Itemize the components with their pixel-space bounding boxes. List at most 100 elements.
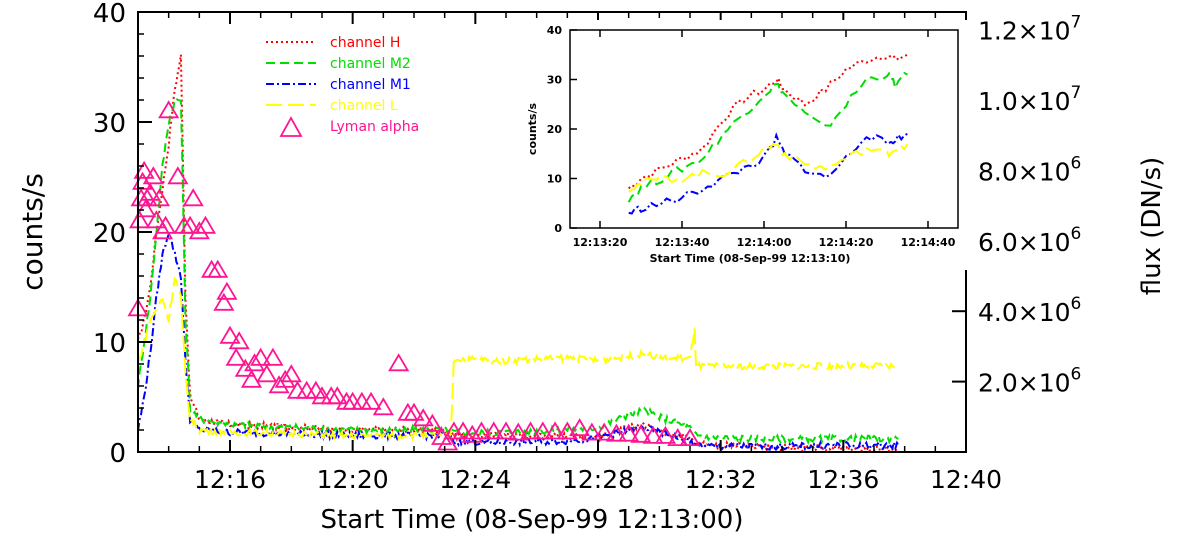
lyman-alpha-point (452, 421, 474, 440)
lyman-alpha-point (667, 428, 689, 447)
legend-label-channel-l: channel L (330, 98, 398, 114)
legend-marker-lyman-alpha (279, 116, 303, 137)
x-tick-label: 12:24 (439, 465, 511, 494)
lyman-alpha-point (532, 421, 554, 440)
lyman-alpha-point (155, 215, 177, 234)
inset-x-tick-label: 12:14:40 (901, 236, 956, 249)
lyman-alpha-point (642, 425, 664, 444)
inset-y-axis-label: counts/s (526, 102, 539, 155)
lyman-alpha-point (139, 182, 161, 201)
x-axis-label: Start Time (08-Sep-99 12:13:00) (321, 505, 744, 535)
lyman-alpha-point (593, 422, 615, 441)
lyman-alpha-point (135, 199, 157, 218)
x-tick-label: 12:36 (807, 465, 879, 494)
inset-y-tick-label: 20 (547, 123, 563, 136)
lyman-alpha-point (320, 386, 342, 405)
inset-y-tick-label: 40 (547, 24, 563, 37)
lyman-alpha-point (182, 188, 204, 207)
lyman-alpha-point (280, 364, 302, 383)
lyman-alpha-markers (127, 100, 701, 451)
legend: channel H channel M2 channel M1 channel L Ly… (266, 35, 419, 137)
lyman-alpha-point (158, 100, 180, 119)
y2-tick-label: 1.2×107 (978, 13, 1081, 46)
legend-label-lyman-alpha: Lyman alpha (330, 119, 419, 135)
lyman-alpha-point (145, 210, 167, 229)
lyman-alpha-point (421, 413, 443, 432)
series-line-channel-l (138, 276, 900, 443)
lyman-alpha-point (403, 402, 425, 421)
lyman-alpha-point (240, 369, 263, 388)
lyman-alpha-point (286, 380, 309, 399)
lyman-alpha-point (167, 166, 189, 185)
lyman-alpha-point (412, 408, 434, 427)
inset-series-line-channel-l (628, 142, 909, 193)
lyman-alpha-point (228, 331, 250, 350)
y2-axis-label: flux (DN/s) (1137, 157, 1167, 296)
y2-tick-label: 4.0×106 (978, 294, 1081, 327)
lyman-alpha-point (219, 325, 241, 344)
lyman-alpha-point (311, 386, 333, 405)
lyman-alpha-point (544, 421, 566, 440)
lyman-alpha-point (507, 422, 529, 441)
y-tick-label: 40 (93, 0, 126, 29)
lyman-alpha-point (556, 421, 578, 440)
lyman-alpha-point (234, 358, 256, 377)
lyman-alpha-point (461, 424, 483, 443)
lyman-alpha-point (148, 188, 171, 207)
lyman-alpha-point (201, 259, 223, 278)
lyman-alpha-point (225, 347, 247, 366)
lyman-alpha-point (179, 215, 201, 234)
inset-plot: 12:13:20 12:13:40 12:14:00 12:14:20 12:14:40… (510, 20, 968, 270)
series-line-channel-m2 (138, 97, 899, 446)
lyman-alpha-point (216, 281, 238, 300)
lyman-alpha-point (618, 423, 640, 442)
x-tick-label: 12:32 (685, 465, 757, 494)
lyman-alpha-point (581, 422, 603, 441)
lyman-alpha-point (351, 391, 373, 410)
legend-label-channel-m1: channel M1 (330, 77, 411, 93)
y2-tick-label: 1.0×107 (978, 83, 1081, 116)
x-tick-label: 12:20 (317, 465, 389, 494)
lyman-alpha-point (519, 421, 542, 440)
lyman-alpha-point (213, 292, 235, 311)
lyman-alpha-point (470, 421, 493, 440)
inset-x-tick-label: 12:14:00 (737, 236, 792, 249)
lyman-alpha-point (397, 402, 419, 421)
y-tick-label: 20 (93, 219, 126, 249)
inset-x-tick-label: 12:14:20 (819, 236, 874, 249)
lyman-alpha-point (243, 353, 266, 372)
lyman-alpha-point (569, 418, 591, 437)
lyman-alpha-point (133, 160, 155, 179)
lyman-alpha-point (388, 353, 410, 372)
y-tick-label: 10 (93, 329, 126, 359)
lyman-alpha-point (274, 369, 296, 388)
y-axis-label: counts/s (16, 173, 49, 291)
inset-x-tick-label: 12:13:20 (573, 236, 628, 249)
y2-tick-label: 8.0×106 (978, 153, 1081, 186)
lyman-alpha-point (654, 425, 677, 444)
main-plot: 12:16 12:20 12:24 12:28 12:32 12:36 12:40 0 10 20… (16, 0, 1167, 535)
inset-series-group (627, 53, 909, 215)
lyman-alpha-point (296, 380, 318, 399)
lyman-alpha-point (250, 347, 272, 366)
inset-series-line-channel-m2 (627, 71, 908, 203)
lyman-alpha-point (256, 364, 278, 383)
inset-y-tick-label: 0 (554, 222, 562, 235)
lyman-alpha-point (483, 421, 505, 440)
lyman-alpha-point (495, 421, 517, 440)
lyman-alpha-point (360, 391, 382, 410)
lyman-alpha-point (335, 391, 358, 410)
inset-series-line-channel-m1 (628, 131, 908, 215)
lyman-alpha-point (142, 166, 164, 185)
lyman-alpha-point (194, 215, 217, 234)
lyman-alpha-point (262, 347, 284, 366)
x-tick-label: 12:40 (930, 465, 1002, 494)
y-tick-label: 30 (93, 109, 126, 139)
lyman-alpha-point (188, 221, 210, 240)
lyman-alpha-point (372, 397, 394, 416)
lyman-alpha-point (207, 259, 229, 278)
lyman-alpha-point (679, 428, 701, 447)
x-tick-label: 12:28 (562, 465, 634, 494)
